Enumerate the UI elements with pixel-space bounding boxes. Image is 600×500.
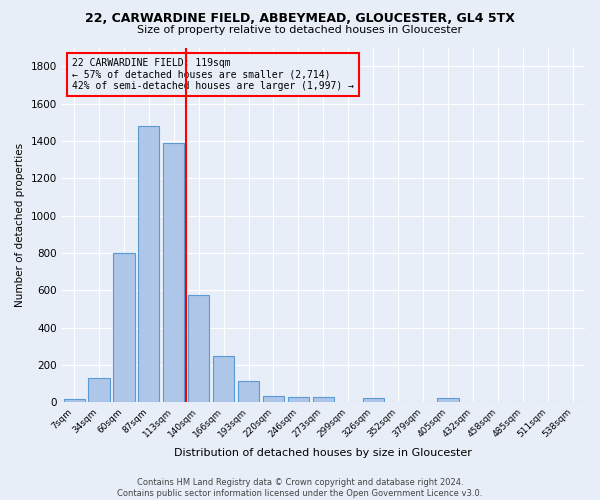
X-axis label: Distribution of detached houses by size in Gloucester: Distribution of detached houses by size … — [175, 448, 472, 458]
Text: Size of property relative to detached houses in Gloucester: Size of property relative to detached ho… — [137, 25, 463, 35]
Bar — [362, 398, 384, 402]
Bar — [113, 253, 134, 402]
Y-axis label: Number of detached properties: Number of detached properties — [15, 143, 25, 307]
Text: Contains HM Land Registry data © Crown copyright and database right 2024.
Contai: Contains HM Land Registry data © Crown c… — [118, 478, 482, 498]
Bar — [213, 356, 234, 402]
Bar — [88, 378, 110, 402]
Bar — [263, 396, 284, 402]
Bar — [238, 381, 259, 402]
Bar — [188, 295, 209, 402]
Bar — [288, 396, 309, 402]
Bar — [313, 396, 334, 402]
Bar — [64, 400, 85, 402]
Text: 22 CARWARDINE FIELD: 119sqm
← 57% of detached houses are smaller (2,714)
42% of : 22 CARWARDINE FIELD: 119sqm ← 57% of det… — [72, 58, 354, 92]
Bar — [163, 142, 184, 402]
Text: 22, CARWARDINE FIELD, ABBEYMEAD, GLOUCESTER, GL4 5TX: 22, CARWARDINE FIELD, ABBEYMEAD, GLOUCES… — [85, 12, 515, 26]
Bar — [138, 126, 160, 402]
Bar — [437, 398, 458, 402]
